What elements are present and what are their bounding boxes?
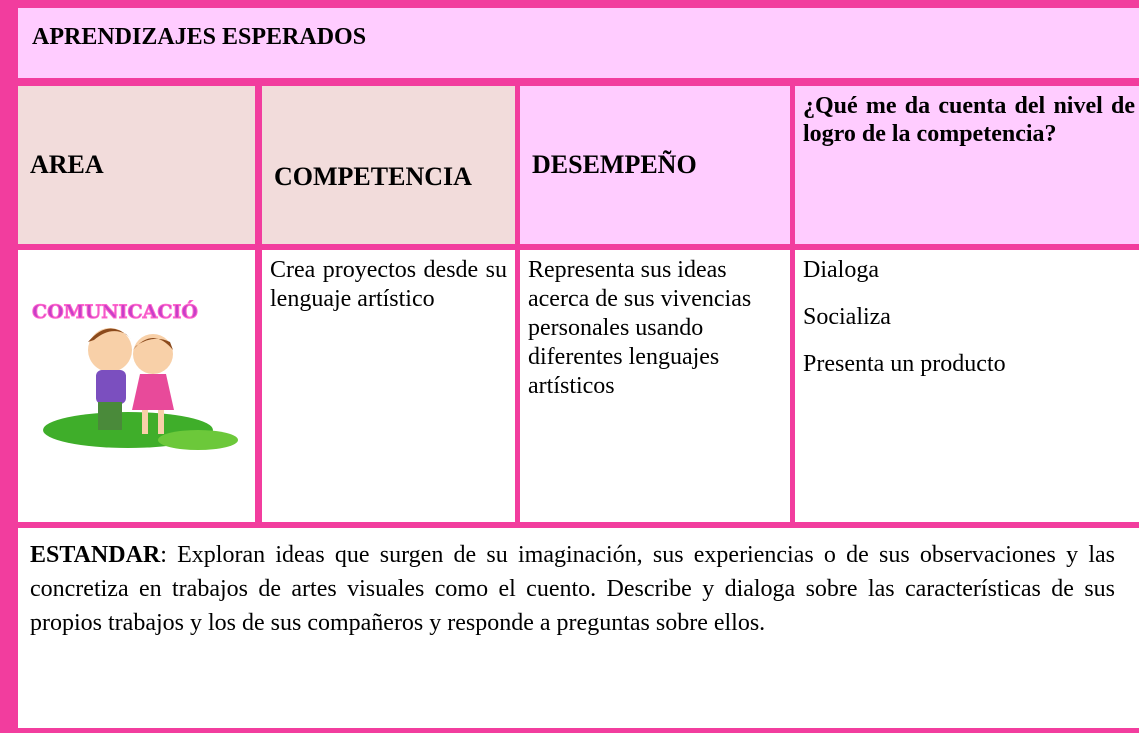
performance-cell: Representa sus ideas acerca de sus viven…: [520, 250, 790, 522]
girl-dress: [132, 374, 174, 410]
evidence-cell: Dialoga Socializa Presenta un producto: [795, 250, 1139, 522]
girl-hair: [133, 338, 173, 350]
evidence-item: Dialoga: [803, 257, 879, 283]
standard-label: ESTANDAR: [30, 542, 161, 568]
grass: [158, 430, 238, 450]
area-image: COMUNICACIÓ: [32, 300, 238, 450]
boy-legs: [98, 402, 122, 430]
header-cell: COMPETENCIA: [262, 86, 515, 244]
boy-body: [96, 370, 126, 404]
boy-hair: [88, 328, 132, 342]
standard-cell: ESTANDAR: Exploran ideas que surgen de s…: [18, 528, 1139, 728]
title: APRENDIZAJES ESPERADOS: [18, 8, 1139, 78]
girl-head: [133, 334, 173, 374]
evidence-item: Presenta un producto: [803, 351, 1006, 377]
header-cell: AREA: [18, 86, 255, 244]
boy-head: [88, 328, 132, 372]
header-cell: ¿Qué me da cuenta del nivel de logro de …: [795, 86, 1139, 244]
standard-text: : Exploran ideas que surgen de su imagin…: [30, 542, 1115, 636]
area-cell: COMUNICACIÓ: [18, 250, 255, 522]
header-cell: DESEMPEÑO: [520, 86, 790, 244]
evidence-item: Socializa: [803, 304, 891, 330]
girl-leg: [142, 410, 148, 434]
competence-cell: Crea proyectos desde su lenguaje artísti…: [262, 250, 515, 522]
area-label: COMUNICACIÓ: [32, 300, 198, 323]
girl-leg: [158, 410, 164, 434]
